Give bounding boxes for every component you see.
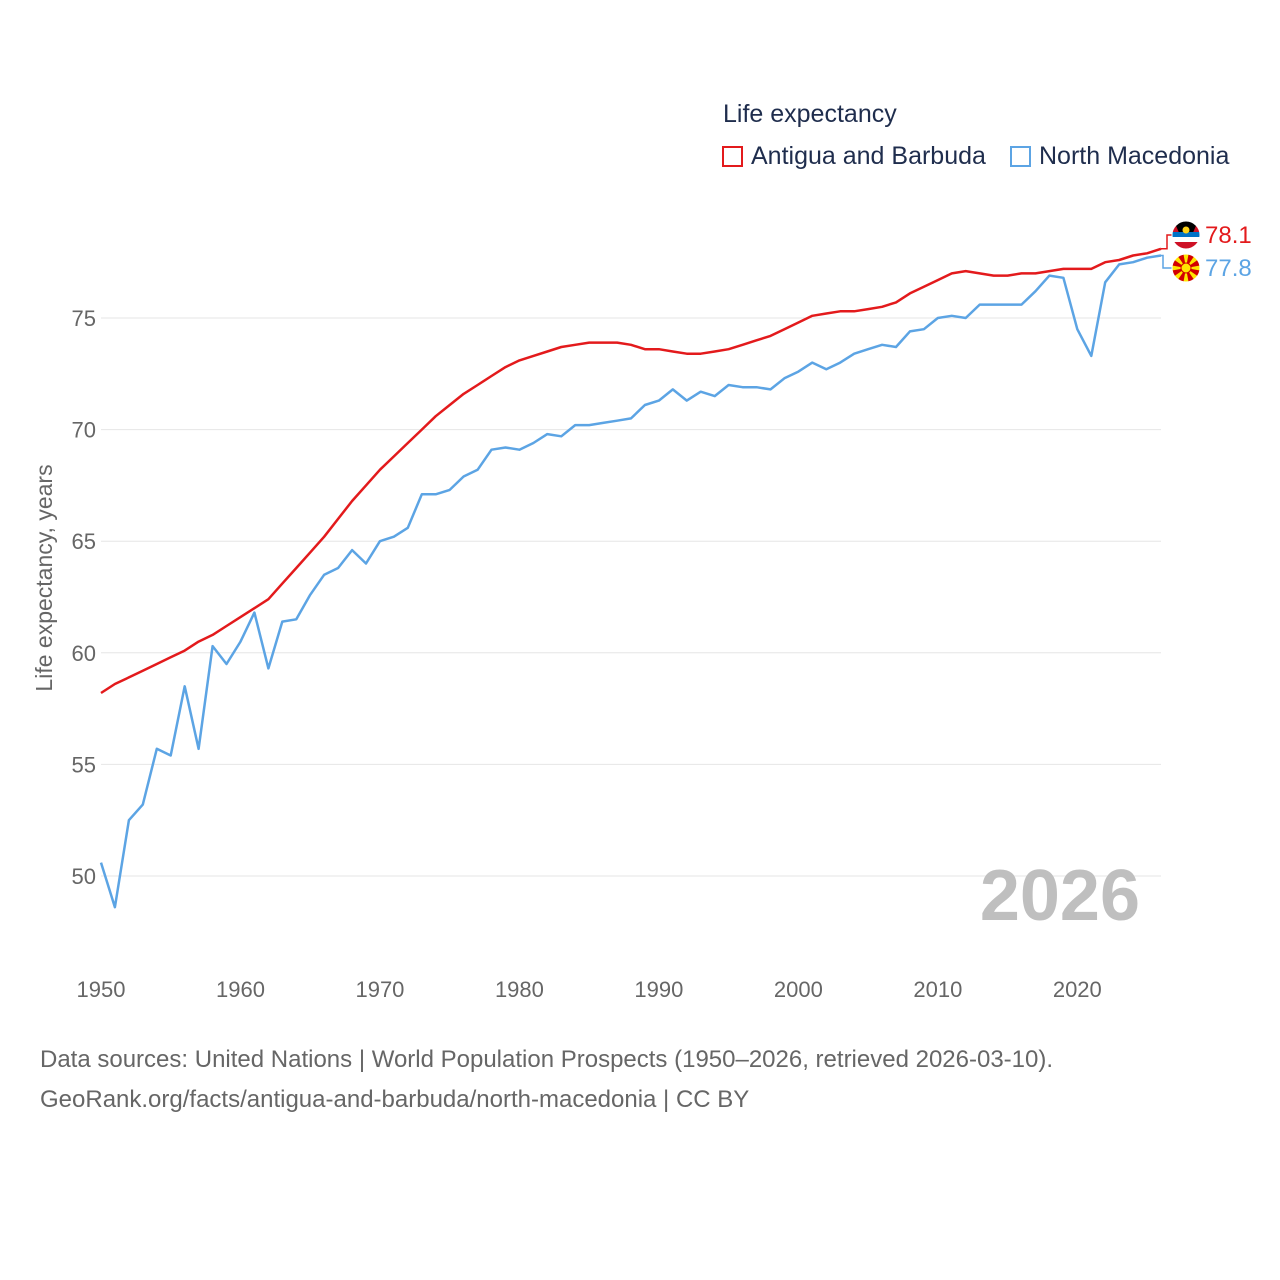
end-label-macedonia: 77.8 xyxy=(1205,255,1252,282)
x-tick-labels: 1950 1960 1970 1980 1990 2000 2010 2020 xyxy=(77,977,1102,1002)
legend-title: Life expectancy xyxy=(723,100,897,128)
legend-label-antigua: Antigua and Barbuda xyxy=(751,142,986,170)
x-tick-label: 1970 xyxy=(355,977,404,1002)
y-tick-label: 65 xyxy=(72,529,96,554)
y-tick-label: 75 xyxy=(72,306,96,331)
x-tick-label: 1960 xyxy=(216,977,265,1002)
y-tick-label: 60 xyxy=(72,641,96,666)
x-tick-label: 1950 xyxy=(77,977,126,1002)
x-tick-label: 1980 xyxy=(495,977,544,1002)
y-axis-label: Life expectancy, years xyxy=(31,464,57,691)
x-tick-label: 2010 xyxy=(913,977,962,1002)
source-line-2[interactable]: GeoRank.org/facts/antigua-and-barbuda/no… xyxy=(40,1086,750,1113)
end-labels: 78.1 77.8 xyxy=(1161,220,1252,283)
north-macedonia-flag-icon xyxy=(1171,253,1201,283)
legend-item-macedonia[interactable]: North Macedonia xyxy=(1010,142,1229,171)
y-tick-label: 50 xyxy=(72,864,96,889)
x-tick-label: 2020 xyxy=(1053,977,1102,1002)
source-line-1: Data sources: United Nations | World Pop… xyxy=(40,1046,1054,1073)
end-label-connector-antigua xyxy=(1161,234,1172,250)
series-line-macedonia[interactable] xyxy=(99,254,1162,909)
legend-swatch-macedonia xyxy=(1010,146,1031,167)
series-line-antigua[interactable] xyxy=(100,247,1162,695)
x-tick-label: 2000 xyxy=(774,977,823,1002)
gridlines xyxy=(101,317,1161,877)
x-tick-label: 1990 xyxy=(634,977,683,1002)
antigua-and-barbuda-flag-icon xyxy=(1171,220,1201,250)
legend-item-antigua[interactable]: Antigua and Barbuda xyxy=(722,142,986,171)
end-label-connector-macedonia xyxy=(1161,254,1172,269)
y-tick-label: 70 xyxy=(72,418,96,443)
year-watermark: 2026 xyxy=(980,856,1140,936)
legend-swatch-antigua xyxy=(722,146,743,167)
y-tick-labels: 50 55 60 65 70 75 xyxy=(72,306,96,889)
y-tick-label: 55 xyxy=(72,752,96,777)
series-lines xyxy=(99,247,1162,909)
end-label-antigua: 78.1 xyxy=(1205,222,1252,249)
legend-label-macedonia: North Macedonia xyxy=(1039,142,1230,170)
